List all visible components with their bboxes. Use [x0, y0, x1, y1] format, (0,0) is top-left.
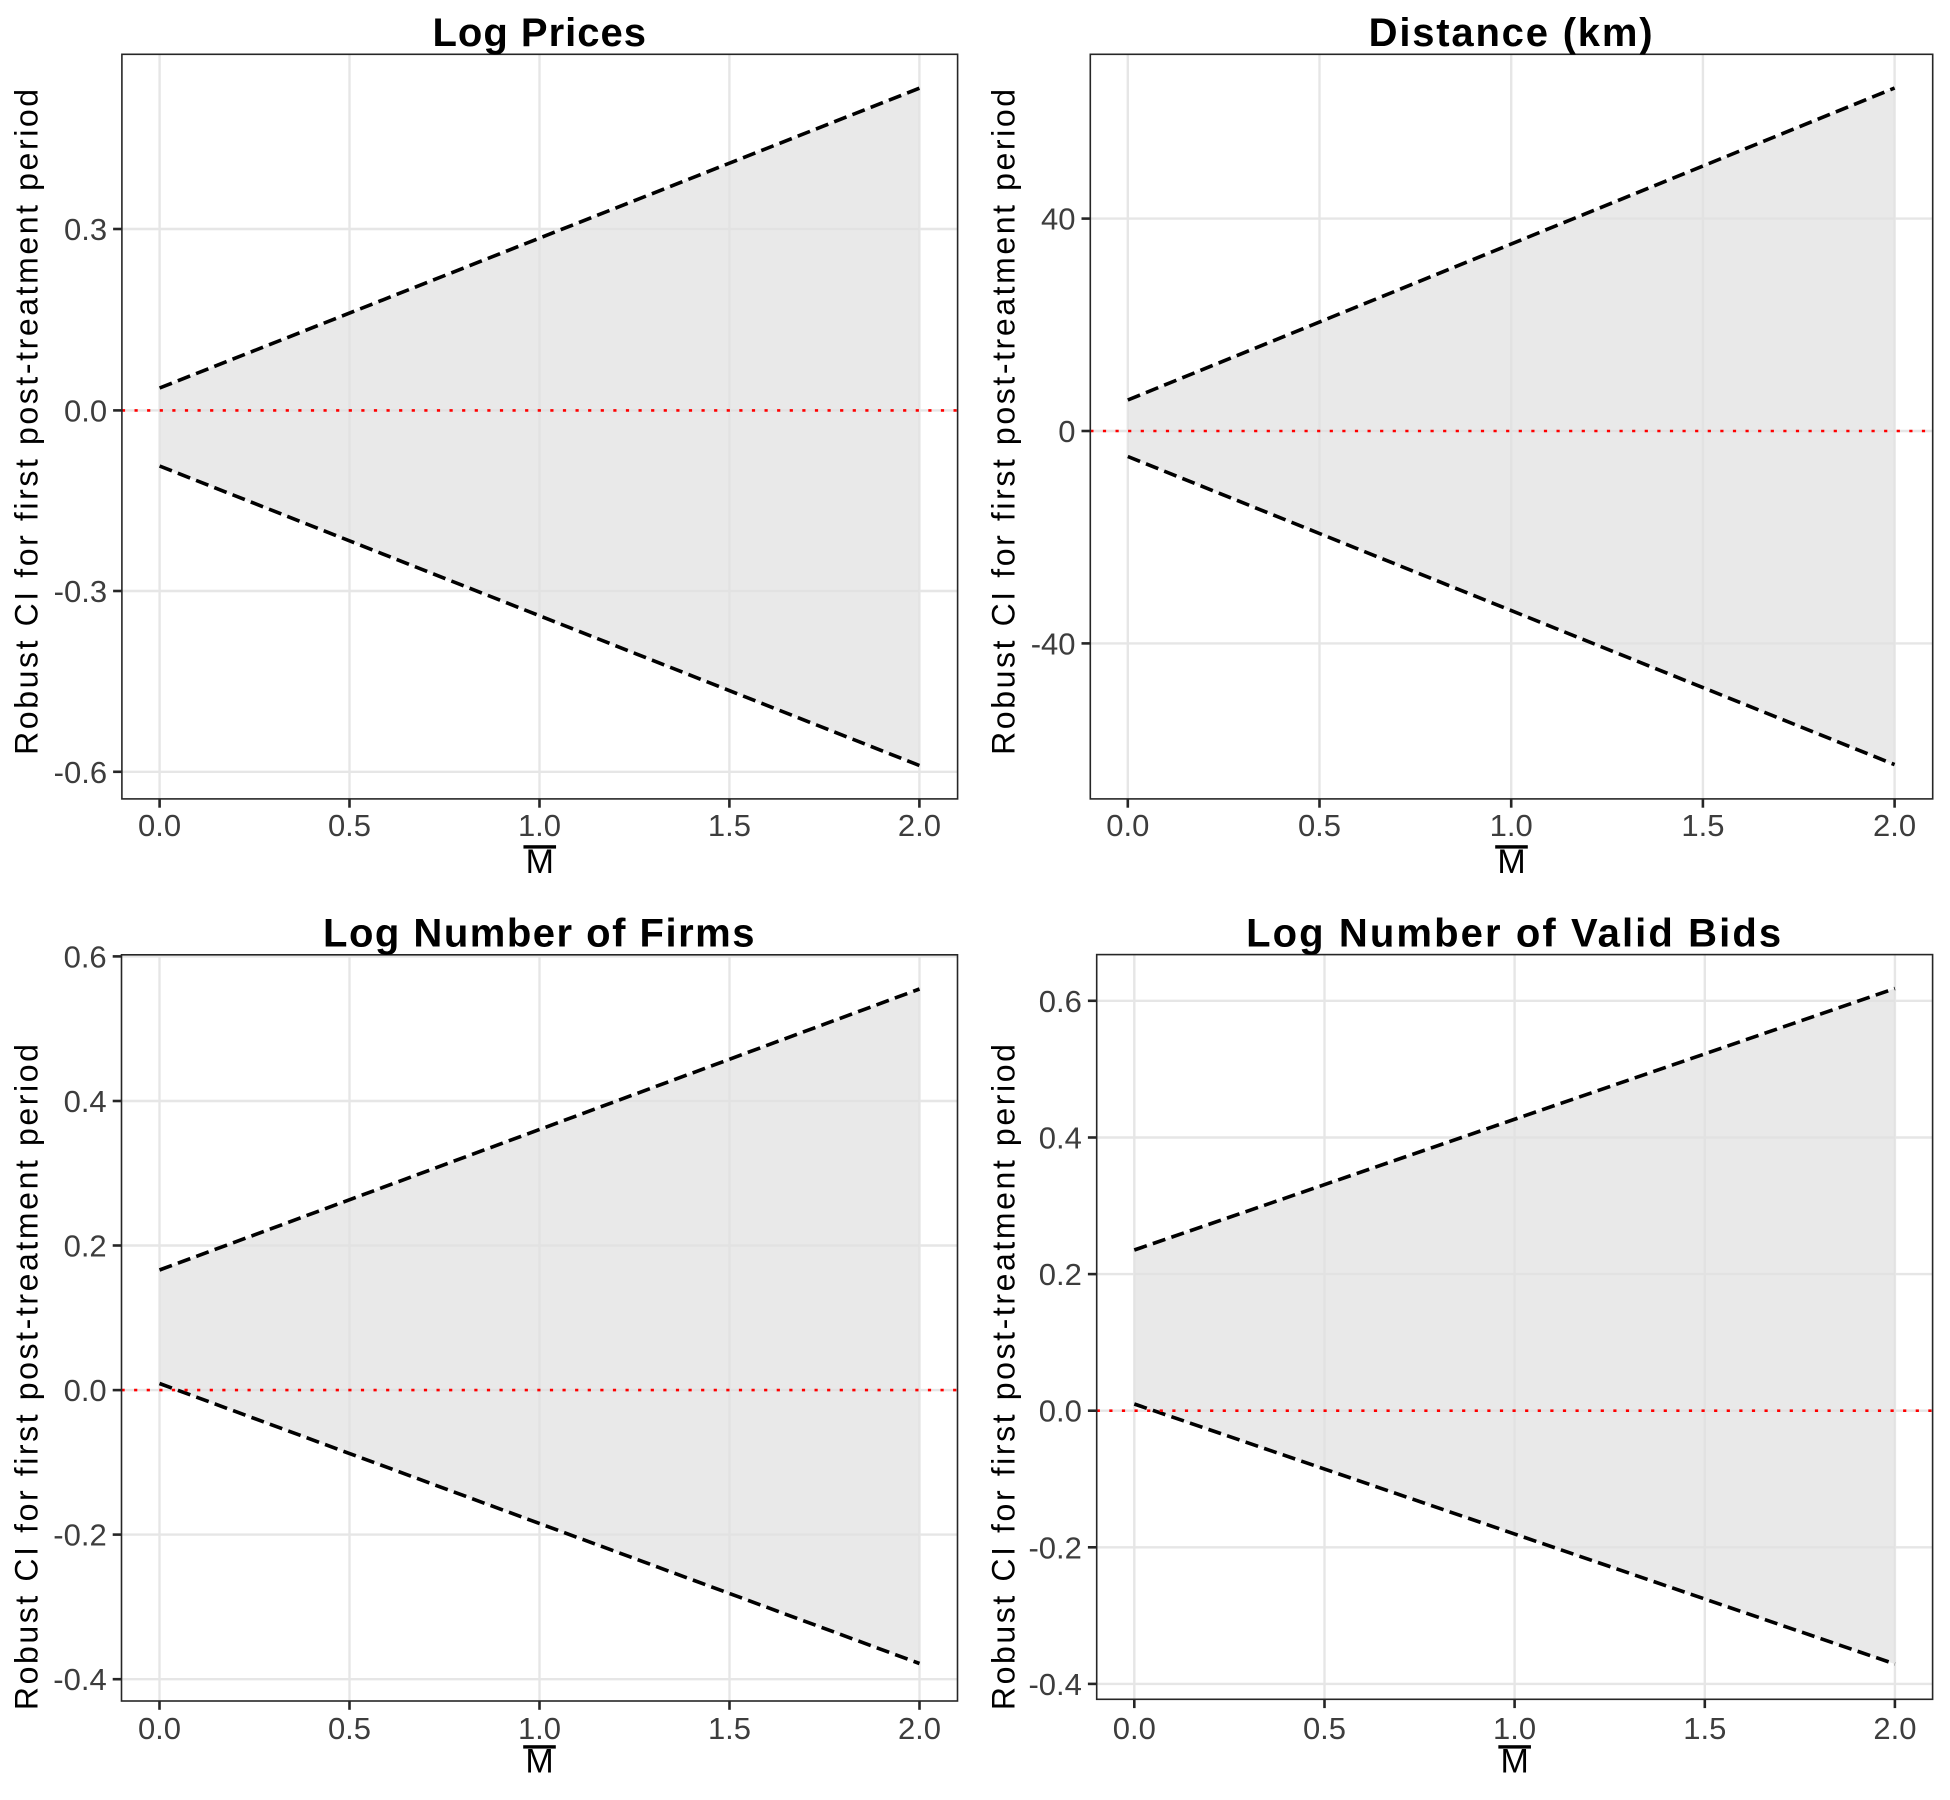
svg-text:-0.2: -0.2 — [1028, 1530, 1081, 1565]
svg-text:Robust CI for first post-treat: Robust CI for first post-treatment perio… — [9, 86, 45, 755]
svg-text:0.5: 0.5 — [1298, 808, 1341, 843]
svg-text:0.0: 0.0 — [1106, 808, 1149, 843]
svg-text:0.0: 0.0 — [64, 1373, 107, 1408]
svg-text:Robust CI for first post-treat: Robust CI for first post-treatment perio… — [986, 86, 1022, 755]
svg-text:2.0: 2.0 — [1873, 1711, 1916, 1746]
svg-text:0.0: 0.0 — [138, 808, 181, 843]
svg-text:-0.6: -0.6 — [54, 755, 107, 790]
svg-text:1.0: 1.0 — [518, 1711, 561, 1746]
svg-text:1.0: 1.0 — [518, 808, 561, 843]
svg-text:2.0: 2.0 — [898, 808, 941, 843]
svg-text:Log Prices: Log Prices — [432, 11, 647, 55]
svg-text:2.0: 2.0 — [898, 1711, 941, 1746]
svg-text:0.6: 0.6 — [64, 939, 107, 974]
svg-text:0.0: 0.0 — [64, 393, 107, 428]
svg-text:0.5: 0.5 — [328, 1711, 371, 1746]
svg-text:1.5: 1.5 — [1683, 1711, 1726, 1746]
svg-text:0.0: 0.0 — [138, 1711, 181, 1746]
svg-text:M: M — [1500, 1743, 1528, 1781]
svg-text:0.3: 0.3 — [64, 212, 107, 247]
svg-text:0: 0 — [1058, 414, 1075, 449]
svg-text:1.5: 1.5 — [1681, 808, 1724, 843]
svg-text:0.6: 0.6 — [1039, 984, 1082, 1019]
svg-text:0.5: 0.5 — [328, 808, 371, 843]
svg-text:M: M — [526, 843, 554, 881]
svg-text:-0.3: -0.3 — [54, 574, 107, 609]
svg-text:1.5: 1.5 — [708, 1711, 751, 1746]
svg-text:2.0: 2.0 — [1873, 808, 1916, 843]
svg-text:0.2: 0.2 — [64, 1229, 107, 1264]
svg-text:0.2: 0.2 — [1039, 1257, 1082, 1292]
svg-text:0.4: 0.4 — [1039, 1121, 1082, 1156]
svg-text:-40: -40 — [1031, 626, 1076, 661]
svg-text:1.0: 1.0 — [1493, 1711, 1536, 1746]
svg-text:-0.4: -0.4 — [1028, 1667, 1081, 1702]
svg-text:Robust CI for first post-treat: Robust CI for first post-treatment perio… — [986, 1041, 1022, 1710]
svg-text:1.5: 1.5 — [708, 808, 751, 843]
svg-text:Robust CI for first post-treat: Robust CI for first post-treatment perio… — [9, 1041, 45, 1710]
svg-text:Log Number of Firms: Log Number of Firms — [323, 912, 756, 956]
svg-text:1.0: 1.0 — [1490, 808, 1533, 843]
svg-text:M: M — [525, 1743, 553, 1781]
svg-text:0.5: 0.5 — [1303, 1711, 1346, 1746]
svg-text:-0.4: -0.4 — [53, 1662, 106, 1697]
svg-text:M: M — [1497, 843, 1525, 881]
svg-text:0.0: 0.0 — [1113, 1711, 1156, 1746]
svg-text:Log Number of Valid Bids: Log Number of Valid Bids — [1246, 911, 1783, 955]
svg-text:-0.2: -0.2 — [53, 1518, 106, 1553]
svg-text:0.4: 0.4 — [64, 1084, 107, 1119]
svg-text:0.0: 0.0 — [1039, 1394, 1082, 1429]
svg-text:Distance (km): Distance (km) — [1369, 11, 1655, 55]
svg-text:40: 40 — [1041, 202, 1075, 237]
